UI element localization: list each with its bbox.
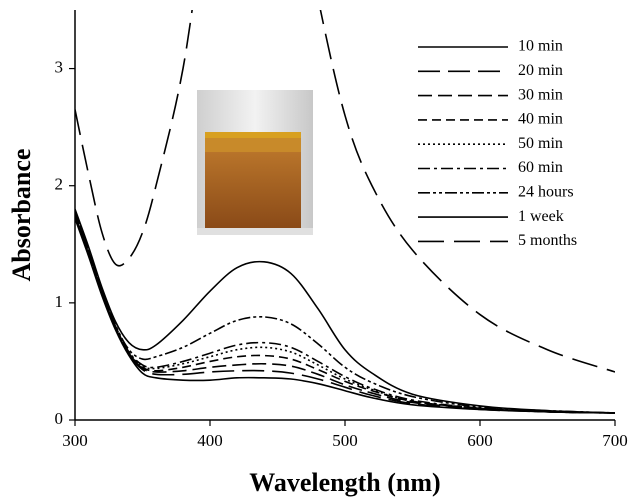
x-tick-label: 700 — [602, 431, 628, 450]
legend-label: 1 week — [518, 208, 564, 225]
legend-label: 5 months — [518, 232, 577, 249]
x-tick-label: 300 — [62, 431, 88, 450]
y-tick-label: 1 — [55, 292, 64, 311]
series-line — [75, 208, 615, 414]
legend-label: 50 min — [518, 135, 563, 152]
x-tick-label: 400 — [197, 431, 223, 450]
legend-label: 60 min — [518, 159, 563, 176]
x-tick-label: 500 — [332, 431, 358, 450]
legend-label: 10 min — [518, 38, 563, 55]
series-line — [75, 10, 615, 373]
y-tick-label: 0 — [55, 409, 64, 428]
series-line — [75, 214, 615, 414]
y-tick-label: 2 — [55, 175, 64, 194]
series-line — [75, 211, 615, 414]
series-line — [75, 212, 615, 414]
legend-label: 30 min — [518, 86, 563, 103]
legend-label: 20 min — [518, 62, 563, 79]
legend-label: 24 hours — [518, 183, 574, 200]
series-line — [75, 215, 615, 414]
plot-area — [75, 10, 615, 414]
inset-photo — [197, 90, 313, 235]
legend-label: 40 min — [518, 111, 563, 128]
y-axis-title: Absorbance — [7, 149, 36, 282]
x-tick-label: 600 — [467, 431, 493, 450]
y-tick-label: 3 — [55, 57, 64, 76]
x-axis-title: Wavelength (nm) — [249, 468, 440, 497]
